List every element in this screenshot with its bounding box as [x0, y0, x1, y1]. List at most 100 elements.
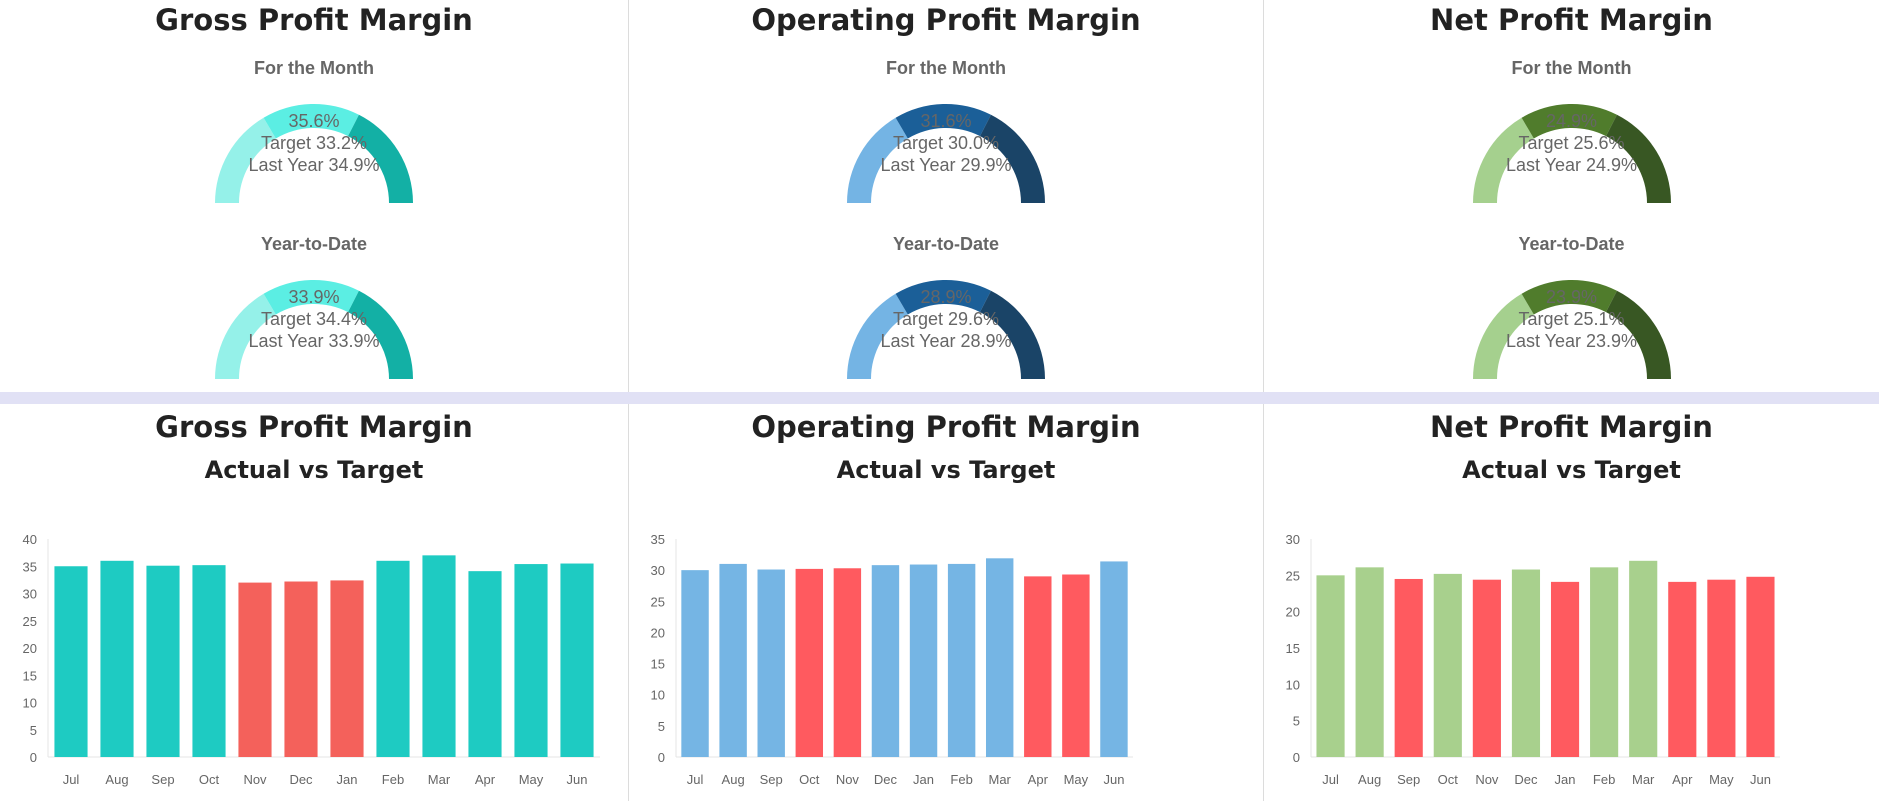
y-tick-label: 25 [651, 594, 665, 609]
gauge-band [348, 290, 413, 379]
gauge-band [263, 280, 359, 315]
bar-sep [146, 565, 180, 757]
x-tick-label: Jan [1555, 772, 1576, 787]
bar-feb [376, 560, 410, 757]
gauge-last-year: Last Year 28.9% [880, 331, 1012, 351]
y-tick-label: 15 [23, 668, 37, 683]
y-tick-label: 10 [1286, 677, 1300, 692]
gauge-last-year: Last Year 23.9% [1505, 331, 1638, 351]
gauge-band [847, 293, 908, 379]
gauge-band [980, 114, 1045, 203]
y-tick-label: 10 [23, 696, 37, 711]
bar-apr [1668, 581, 1697, 757]
bar-jun [1100, 561, 1128, 757]
gauge-readout: 35.6% Target 33.2% Last Year 34.9% [0, 110, 628, 176]
gauge-band [1472, 117, 1534, 203]
gauge-band [215, 117, 276, 203]
y-tick-label: 30 [651, 563, 665, 578]
gauge-value: 33.9% [288, 287, 340, 307]
bar-oct [795, 568, 824, 757]
gauge-target: Target 25.6% [1518, 133, 1625, 153]
gauge-value: 28.9% [920, 287, 972, 307]
x-tick-label: Nov [836, 772, 860, 787]
x-tick-label: Aug [1358, 772, 1381, 787]
gauge-value: 23.9% [1545, 287, 1598, 307]
y-tick-label: 5 [1293, 714, 1300, 729]
bar-may [514, 564, 548, 757]
y-tick-label: 10 [651, 688, 665, 703]
y-tick-label: 30 [1286, 532, 1300, 547]
x-tick-label: Apr [1028, 772, 1049, 787]
bar-feb [1590, 567, 1619, 757]
y-tick-label: 0 [30, 750, 37, 765]
ytd-label: Year-to-Date [892, 234, 1000, 254]
ytd-gauge [836, 269, 1056, 381]
gauge-band [1521, 104, 1617, 139]
x-tick-label: Sep [151, 772, 174, 787]
gauge-panel: Net Profit Margin For the Month 24.9% Targe… [1264, 0, 1879, 392]
bar-may [1062, 574, 1090, 757]
gauge-band [980, 290, 1045, 379]
gauge-readout: 24.9% Target 25.6% Last Year 24.9% [1264, 110, 1879, 176]
gauge-band [215, 293, 276, 379]
x-tick-label: Aug [105, 772, 128, 787]
x-tick-label: May [1709, 772, 1734, 787]
x-tick-label: Aug [722, 772, 745, 787]
x-tick-label: Jul [1322, 772, 1339, 787]
x-tick-label: Mar [428, 772, 451, 787]
bar-chart: 0 5 10 15 20 25 30 Jul Aug Sep Oct Nov Dec Jan Feb Mar A… [1286, 532, 1780, 787]
x-tick-label: May [1064, 772, 1089, 787]
gauge-readout: 31.6% Target 30.0% Last Year 29.9% [629, 110, 1263, 176]
x-tick-label: Oct [799, 772, 820, 787]
x-tick-label: Mar [989, 772, 1012, 787]
gauge-band [348, 114, 413, 203]
x-tick-label: Nov [1475, 772, 1499, 787]
ytd-gauge [1462, 269, 1682, 381]
bar-jan [330, 580, 364, 757]
x-tick-label: Dec [874, 772, 898, 787]
panel-title: Net Profit Margin [1430, 3, 1713, 37]
chart-subtitle: Actual vs Target [1462, 456, 1681, 484]
gauge-last-year: Last Year 29.9% [880, 155, 1012, 175]
y-tick-label: 20 [651, 625, 665, 640]
y-tick-label: 15 [1286, 641, 1300, 656]
gauge-band [1472, 293, 1534, 379]
bar-aug [100, 560, 134, 757]
x-tick-label: Jul [63, 772, 80, 787]
month-label: For the Month [1511, 58, 1632, 78]
gauge-band [847, 117, 908, 203]
y-tick-label: 35 [23, 559, 37, 574]
y-tick-label: 15 [651, 657, 665, 672]
ytd-gauge [204, 269, 424, 381]
x-tick-label: Nov [243, 772, 267, 787]
x-tick-label: Oct [1438, 772, 1459, 787]
y-tick-label: 25 [1286, 568, 1300, 583]
x-tick-label: Feb [950, 772, 972, 787]
bar-sep [1394, 578, 1423, 757]
panel-title: Operating Profit Margin [751, 3, 1141, 37]
chart-subtitle: Actual vs Target [836, 456, 1056, 484]
bar-dec [1511, 569, 1541, 757]
x-tick-label: Jul [687, 772, 704, 787]
gauge-last-year: Last Year 34.9% [248, 155, 380, 175]
gauge-last-year: Last Year 24.9% [1505, 155, 1638, 175]
gauge-band [1605, 114, 1671, 203]
y-tick-label: 35 [651, 532, 665, 547]
x-tick-label: Jun [567, 772, 588, 787]
gauge-target: Target 34.4% [260, 309, 368, 329]
gauge-band [895, 104, 991, 139]
y-tick-label: 5 [658, 719, 665, 734]
y-tick-label: 5 [30, 723, 37, 738]
bar-mar [985, 558, 1014, 757]
chart-subtitle: Actual vs Target [204, 456, 424, 484]
bar-chart: 0 5 10 15 20 25 30 35 40 Jul Aug Sep Oct Nov Dec Jan Feb… [23, 532, 600, 787]
gauge-readout: 33.9% Target 34.4% Last Year 33.9% [0, 286, 628, 352]
gauge-value: 24.9% [1545, 111, 1598, 131]
x-tick-label: Jan [913, 772, 934, 787]
x-tick-label: Jun [1750, 772, 1771, 787]
ytd-label: Year-to-Date [260, 234, 368, 254]
bar-jul [1316, 575, 1345, 757]
bar-jul [54, 566, 88, 757]
x-tick-label: Mar [1632, 772, 1655, 787]
gauge-band [263, 104, 359, 139]
